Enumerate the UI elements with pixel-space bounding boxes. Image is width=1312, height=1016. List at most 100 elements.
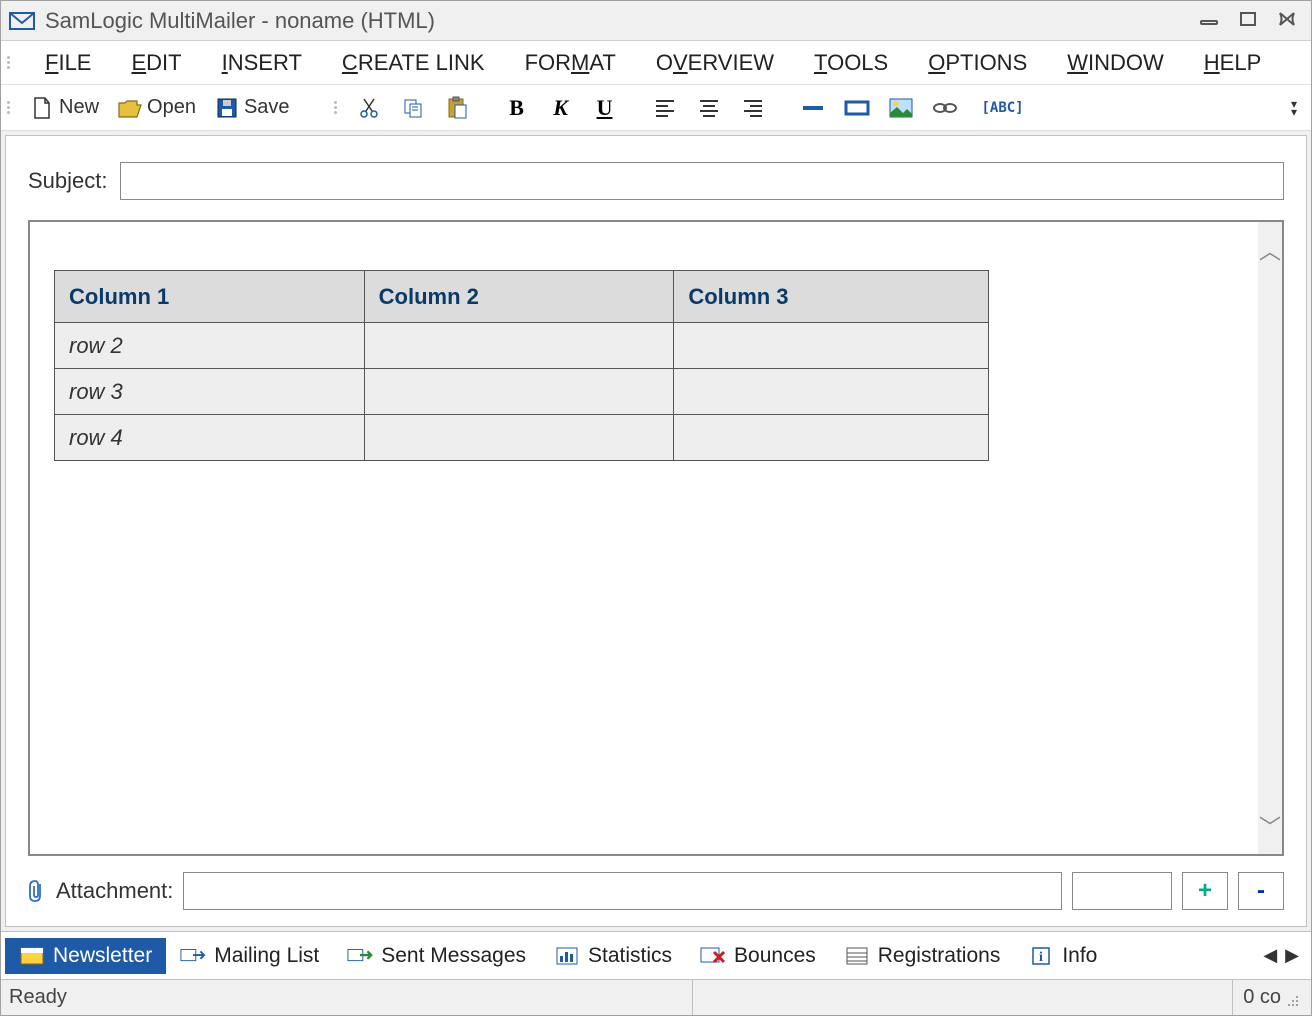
tab-statistics[interactable]: Statistics — [540, 938, 686, 974]
open-button[interactable]: Open — [111, 93, 202, 123]
tab-label: Bounces — [734, 944, 816, 968]
content-area: Subject: Column 1 Column 2 Column 3 ro — [5, 135, 1307, 927]
close-button[interactable] — [1277, 11, 1297, 30]
italic-button[interactable]: K — [542, 93, 580, 123]
toolbar-overflow[interactable]: ▾▾ — [1291, 100, 1305, 116]
status-text: Ready — [1, 980, 693, 1015]
menu-help[interactable]: HELP — [1184, 46, 1281, 80]
app-window: SamLogic MultiMailer - noname (HTML) FIL… — [0, 0, 1312, 1016]
toolbar-grip-2 — [334, 94, 342, 122]
table-header-cell[interactable]: Column 2 — [364, 271, 674, 323]
spellcheck-icon: [ABC] — [990, 95, 1016, 121]
editor-scrollbar[interactable]: ︿ ﹀ — [1258, 222, 1282, 854]
attachment-remove-button[interactable]: - — [1238, 872, 1284, 910]
tab-bounces[interactable]: Bounces — [686, 938, 830, 974]
copy-icon — [400, 95, 426, 121]
menu-window[interactable]: WINDOW — [1047, 46, 1184, 80]
underline-button[interactable]: U — [586, 93, 624, 123]
align-center-button[interactable] — [690, 93, 728, 123]
cut-icon — [356, 95, 382, 121]
table-cell[interactable] — [674, 369, 989, 415]
attachment-add-button[interactable]: + — [1182, 872, 1228, 910]
subject-label: Subject: — [28, 168, 108, 194]
menu-overview[interactable]: OVERVIEW — [636, 46, 794, 80]
status-right: 0 co — [1233, 980, 1311, 1015]
spellcheck-button[interactable]: [ABC] — [984, 93, 1022, 123]
subject-input[interactable] — [120, 162, 1285, 200]
menu-bar: FILE EDIT INSERT CREATE LINK FORMAT OVER… — [1, 41, 1311, 85]
envelope-icon — [9, 11, 35, 31]
paste-button[interactable] — [438, 93, 476, 123]
tab-info[interactable]: i Info — [1014, 938, 1111, 974]
info-icon: i — [1028, 946, 1054, 966]
table-header-cell[interactable]: Column 3 — [674, 271, 989, 323]
newsletter-icon — [19, 946, 45, 966]
table-cell[interactable]: row 3 — [55, 369, 365, 415]
table-cell[interactable] — [364, 415, 674, 461]
mailing-list-icon — [180, 946, 206, 966]
bold-button[interactable]: B — [498, 93, 536, 123]
attachment-input[interactable] — [183, 872, 1062, 910]
tab-label: Info — [1062, 944, 1097, 968]
table-cell[interactable] — [364, 369, 674, 415]
status-bar: Ready 0 co — [1, 979, 1311, 1015]
editor-body[interactable]: Column 1 Column 2 Column 3 row 2 row 3 — [30, 222, 1258, 854]
bottom-tabs: Newsletter Mailing List Sent Messages St… — [1, 931, 1311, 979]
table-cell[interactable] — [364, 323, 674, 369]
copy-button[interactable] — [394, 93, 432, 123]
tab-label: Newsletter — [53, 944, 152, 968]
menu-tools[interactable]: TOOLS — [794, 46, 908, 80]
statistics-icon — [554, 946, 580, 966]
open-label: Open — [147, 96, 196, 119]
align-right-button[interactable] — [734, 93, 772, 123]
title-bar: SamLogic MultiMailer - noname (HTML) — [1, 1, 1311, 41]
hr-button[interactable] — [794, 93, 832, 123]
tab-nav-next[interactable]: ▶ — [1283, 945, 1301, 966]
minimize-button[interactable] — [1199, 11, 1221, 30]
tab-label: Sent Messages — [381, 944, 526, 968]
menu-grip — [7, 49, 15, 77]
table-cell[interactable]: row 2 — [55, 323, 365, 369]
new-button[interactable]: New — [23, 93, 105, 123]
save-button[interactable]: Save — [208, 93, 296, 123]
paperclip-icon — [28, 878, 46, 904]
align-right-icon — [740, 95, 766, 121]
attachment-label: Attachment: — [56, 878, 173, 904]
table-cell[interactable] — [674, 415, 989, 461]
menu-insert[interactable]: INSERT — [202, 46, 322, 80]
scroll-down-icon[interactable]: ﹀ — [1259, 810, 1281, 842]
content-table[interactable]: Column 1 Column 2 Column 3 row 2 row 3 — [54, 270, 989, 461]
menu-format[interactable]: FORMAT — [505, 46, 636, 80]
scroll-up-icon[interactable]: ︿ — [1259, 234, 1281, 266]
image-icon — [888, 95, 914, 121]
cut-button[interactable] — [350, 93, 388, 123]
attachment-row: Attachment: + - — [28, 872, 1284, 910]
resize-grip-icon[interactable] — [1285, 990, 1301, 1006]
maximize-button[interactable] — [1239, 11, 1259, 30]
open-folder-icon — [117, 95, 143, 121]
tab-registrations[interactable]: Registrations — [830, 938, 1015, 974]
attachment-extra-input[interactable] — [1072, 872, 1172, 910]
menu-edit[interactable]: EDIT — [111, 46, 201, 80]
tab-mailing-list[interactable]: Mailing List — [166, 938, 333, 974]
tab-sent-messages[interactable]: Sent Messages — [333, 938, 540, 974]
menu-options[interactable]: OPTIONS — [908, 46, 1047, 80]
table-header-cell[interactable]: Column 1 — [55, 271, 365, 323]
align-left-button[interactable] — [646, 93, 684, 123]
tab-nav-prev[interactable]: ◀ — [1261, 945, 1279, 966]
status-mid — [693, 980, 1233, 1015]
tab-label: Statistics — [588, 944, 672, 968]
tab-label: Mailing List — [214, 944, 319, 968]
menu-create-link[interactable]: CREATE LINK — [322, 46, 505, 80]
svg-text:i: i — [1039, 950, 1043, 965]
image-button[interactable] — [882, 93, 920, 123]
italic-icon: K — [548, 95, 574, 121]
link-button[interactable] — [926, 93, 964, 123]
table-cell[interactable]: row 4 — [55, 415, 365, 461]
save-label: Save — [244, 96, 290, 119]
tab-newsletter[interactable]: Newsletter — [5, 938, 166, 974]
sent-icon — [347, 946, 373, 966]
menu-file[interactable]: FILE — [25, 46, 111, 80]
frame-button[interactable] — [838, 93, 876, 123]
table-cell[interactable] — [674, 323, 989, 369]
